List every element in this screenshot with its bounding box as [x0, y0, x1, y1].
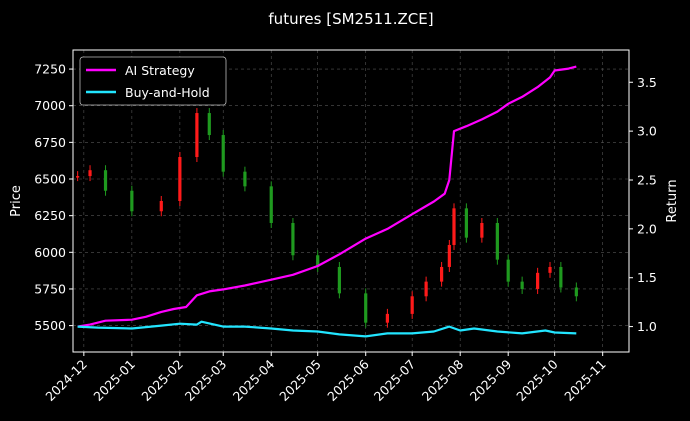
candle-body [480, 222, 484, 238]
y-left-tick-label: 5750 [34, 281, 66, 296]
y-left-tick-label: 6000 [34, 245, 66, 260]
y-axis-right-label: Return [665, 179, 680, 222]
candle-body [464, 208, 468, 238]
candle-body [559, 266, 563, 288]
legend-bh-label: Buy-and-Hold [125, 85, 210, 100]
plot-frame [72, 49, 630, 353]
candle-body [447, 244, 451, 267]
candle-body [495, 222, 499, 260]
price-candles [76, 108, 578, 328]
y-left-tick-label: 7250 [34, 62, 66, 77]
candle-body [269, 186, 273, 223]
candle-body [207, 113, 211, 136]
candle-body [337, 266, 341, 294]
candle-body [520, 281, 524, 289]
candle-body [130, 190, 134, 212]
y-axis-left: 5500 5750 6000 6250 6500 6750 7000 7250 [34, 62, 73, 333]
y-left-tick-label: 6500 [34, 172, 66, 187]
candle-body [385, 313, 389, 323]
y-right-tick-label: 3.5 [637, 75, 657, 90]
candle-body [291, 222, 295, 256]
y-left-tick-label: 5500 [34, 318, 66, 333]
ai-strategy-line [77, 65, 577, 328]
y-right-tick-label: 1.0 [637, 319, 657, 334]
buy-and-hold-line [77, 320, 577, 338]
y-right-tick-label: 3.0 [637, 124, 657, 139]
candle-body [88, 170, 92, 177]
candle-body [195, 113, 199, 158]
candle-body [440, 266, 444, 282]
y-right-tick-label: 2.5 [637, 172, 657, 187]
candle-body [548, 266, 552, 273]
legend: AI Strategy Buy-and-Hold [79, 56, 227, 106]
candle-body [316, 255, 320, 267]
chart-title: futures [SM2511.ZCE] [268, 10, 433, 28]
candle-body [574, 287, 578, 297]
candle-body [364, 293, 368, 323]
y-left-tick-label: 6250 [34, 208, 66, 223]
candle-body [243, 171, 247, 187]
legend-box [79, 56, 227, 106]
y-left-tick-label: 6750 [34, 135, 66, 150]
candle-body [424, 281, 428, 297]
return-lines [77, 65, 577, 338]
candle-body [103, 170, 108, 191]
candle-body [536, 272, 540, 289]
candle-body [159, 201, 163, 212]
y-left-tick-label: 7000 [34, 98, 66, 113]
candle-body [178, 157, 182, 201]
candle-body [410, 296, 414, 314]
candle-body [452, 208, 456, 245]
y-right-tick-label: 1.5 [637, 270, 657, 285]
candle-body [221, 135, 225, 172]
y-axis-left-label: Price [9, 185, 24, 217]
y-right-tick-label: 2.0 [637, 221, 657, 236]
candle-body [76, 176, 80, 178]
y-axis-right: 1.0 1.5 2.0 2.5 3.0 3.5 [629, 75, 657, 334]
candle-body [506, 259, 510, 282]
legend-ai-label: AI Strategy [125, 63, 195, 78]
